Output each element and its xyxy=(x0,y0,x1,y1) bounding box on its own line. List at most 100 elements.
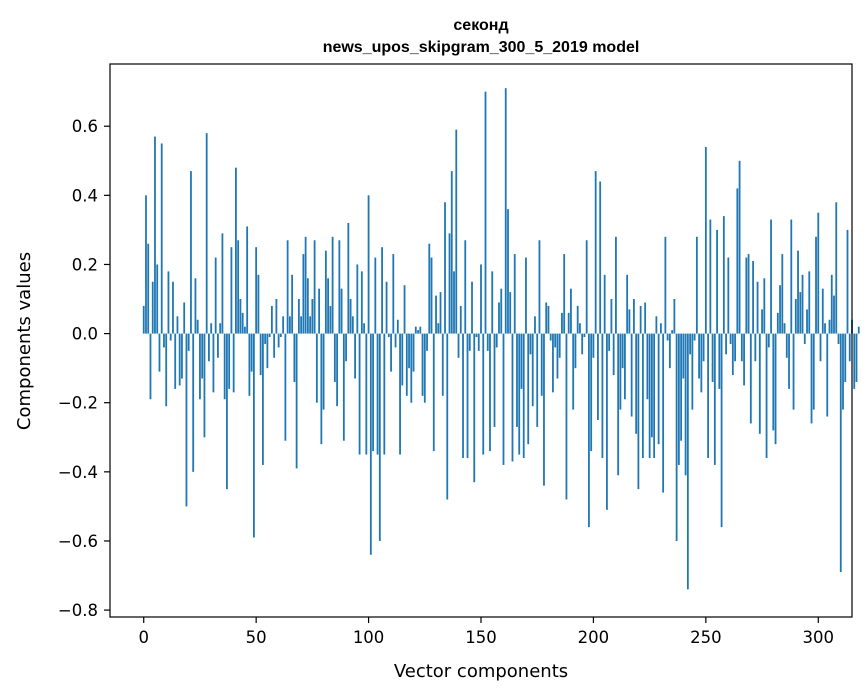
bar-22 xyxy=(192,333,195,472)
bar-29 xyxy=(208,333,210,362)
bar-233 xyxy=(666,333,669,341)
bar-69 xyxy=(297,299,300,334)
bar-95 xyxy=(356,264,359,334)
bar-119 xyxy=(410,333,413,403)
bar-215 xyxy=(626,274,629,334)
bar-284 xyxy=(781,254,784,334)
bar-8 xyxy=(160,143,163,334)
bar-36 xyxy=(223,333,226,400)
bar-33 xyxy=(217,333,219,358)
bar-63 xyxy=(284,333,287,441)
bar-214 xyxy=(624,333,626,400)
bar-105 xyxy=(378,333,381,541)
y-axis-label: Components values xyxy=(14,252,35,430)
bar-4 xyxy=(151,281,154,334)
bar-221 xyxy=(639,305,642,334)
bar-50 xyxy=(255,247,258,334)
bar-209 xyxy=(612,333,615,376)
bar-297 xyxy=(810,333,813,424)
chart-title-line2: news_upos_skipgram_300_5_2019 model xyxy=(323,39,640,56)
bar-142 xyxy=(462,333,464,459)
bar-283 xyxy=(779,285,781,334)
bar-79 xyxy=(320,333,323,445)
bar-135 xyxy=(446,333,449,500)
bar-238 xyxy=(677,333,680,465)
bar-314 xyxy=(848,333,851,362)
bar-156 xyxy=(493,333,496,427)
bar-286 xyxy=(785,333,788,358)
bar-83 xyxy=(329,305,332,334)
bar-70 xyxy=(300,316,303,334)
bar-81 xyxy=(324,250,327,334)
bar-164 xyxy=(511,333,514,462)
bar-226 xyxy=(650,333,653,438)
bar-87 xyxy=(338,240,341,334)
bar-25 xyxy=(199,333,201,400)
bar-291 xyxy=(797,250,799,334)
bar-239 xyxy=(680,333,683,441)
bar-259 xyxy=(725,333,727,355)
bar-161 xyxy=(504,88,507,334)
bar-7 xyxy=(158,333,161,372)
bar-216 xyxy=(628,309,631,334)
bar-192 xyxy=(574,333,577,369)
bar-279 xyxy=(770,219,772,334)
bar-23 xyxy=(194,278,197,334)
bar-143 xyxy=(464,240,467,334)
bar-166 xyxy=(516,333,518,427)
bar-59 xyxy=(275,299,278,334)
bar-109 xyxy=(387,333,390,338)
bar-201 xyxy=(594,171,597,334)
bar-151 xyxy=(482,333,485,455)
bar-21 xyxy=(190,171,192,334)
bar-12 xyxy=(169,333,172,341)
bar-54 xyxy=(264,333,267,344)
bar-272 xyxy=(754,333,757,362)
bar-304 xyxy=(826,333,829,417)
bar-34 xyxy=(219,323,222,334)
x-axis-ticks: 0 50 100 150 200 250 300 xyxy=(138,617,834,647)
bar-288 xyxy=(790,219,793,334)
bar-15 xyxy=(176,316,179,334)
bar-28 xyxy=(205,133,208,334)
bar-244 xyxy=(691,333,694,410)
bar-187 xyxy=(563,254,566,334)
bar-2 xyxy=(147,243,150,334)
bar-195 xyxy=(581,333,584,355)
bar-317 xyxy=(855,333,858,382)
bar-298 xyxy=(812,333,815,410)
bar-250 xyxy=(704,146,707,334)
bar-300 xyxy=(817,212,820,334)
bar-199 xyxy=(590,333,593,452)
bar-108 xyxy=(385,281,388,334)
bar-252 xyxy=(709,219,712,334)
y-tick-label: 0.4 xyxy=(72,186,98,205)
bar-198 xyxy=(588,333,590,528)
bar-3 xyxy=(149,333,152,400)
bar-158 xyxy=(498,302,500,334)
bar-248 xyxy=(700,333,703,393)
bar-258 xyxy=(722,216,725,334)
bar-246 xyxy=(695,236,698,334)
bar-103 xyxy=(374,257,377,334)
bar-163 xyxy=(509,292,512,334)
bar-111 xyxy=(392,254,395,334)
bar-255 xyxy=(716,229,718,334)
bar-144 xyxy=(466,333,469,459)
bar-94 xyxy=(354,333,356,379)
bar-128 xyxy=(430,257,433,334)
bar-184 xyxy=(556,333,559,379)
bar-71 xyxy=(302,254,305,334)
chart-title-line1: секонд xyxy=(453,17,508,34)
bar-155 xyxy=(491,271,494,334)
bar-19 xyxy=(185,333,188,507)
bar-191 xyxy=(572,333,575,410)
bar-311 xyxy=(842,333,844,410)
bar-261 xyxy=(729,333,732,344)
bar-55 xyxy=(266,333,269,369)
bar-20 xyxy=(187,333,190,351)
bar-249 xyxy=(702,333,705,362)
bar-138 xyxy=(453,271,455,334)
bar-26 xyxy=(201,333,204,379)
bar-225 xyxy=(648,333,651,459)
